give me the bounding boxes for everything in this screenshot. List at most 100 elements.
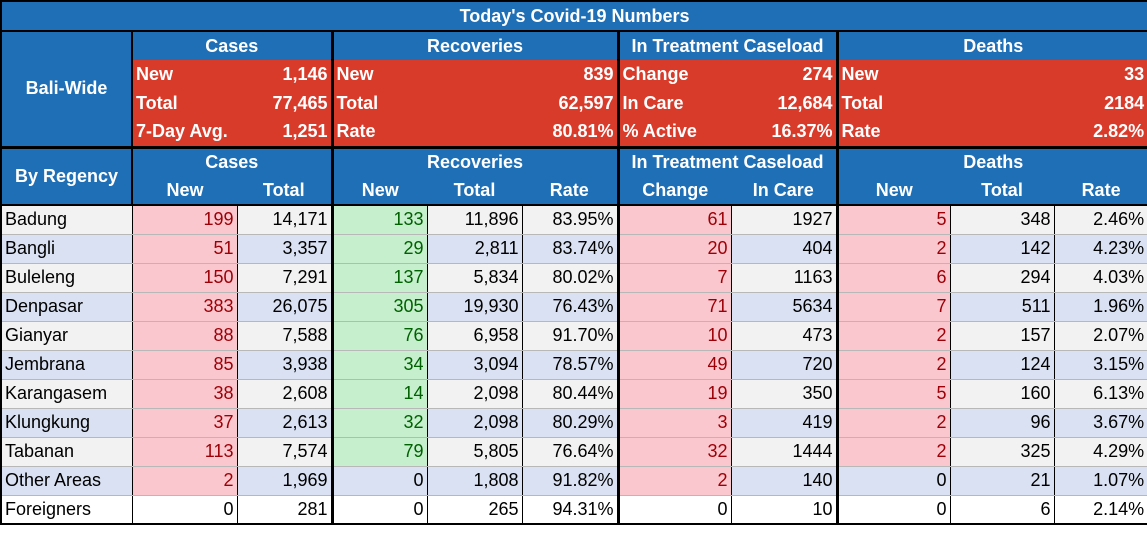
cell-value: 91.82% xyxy=(522,466,620,496)
covid-table: Today's Covid-19 Numbers Bali-Wide Cases… xyxy=(0,0,1147,525)
table-title: Today's Covid-19 Numbers xyxy=(0,0,1147,32)
cell-value: 383 xyxy=(132,292,238,322)
cell-value: 38 xyxy=(132,379,238,409)
cell-value: 80.29% xyxy=(522,408,620,438)
cell-value: 419 xyxy=(731,408,839,438)
cell-value: 511 xyxy=(950,292,1055,322)
column-header: Total xyxy=(237,176,334,206)
cell-value: 1,969 xyxy=(237,466,334,496)
cell-value: 2 xyxy=(837,321,951,351)
cell-value: 4.23% xyxy=(1054,234,1147,264)
cell-value: 61 xyxy=(618,205,732,235)
cell-value: 0 xyxy=(837,495,951,525)
cell-value: 7 xyxy=(618,263,732,293)
cell-value: 83.74% xyxy=(522,234,620,264)
cell-value: 76.64% xyxy=(522,437,620,467)
regency-name: Foreigners xyxy=(0,495,133,525)
cell-value: 79 xyxy=(332,437,428,467)
bali-cell: Total xyxy=(132,89,237,118)
cell-value: 20 xyxy=(618,234,732,264)
cell-value: 113 xyxy=(132,437,238,467)
cell-value: 0 xyxy=(332,466,428,496)
cell-value: 1927 xyxy=(731,205,839,235)
cell-value: 71 xyxy=(618,292,732,322)
cell-value: 157 xyxy=(950,321,1055,351)
bali-cell: 1,146 xyxy=(237,60,334,89)
column-header: Total xyxy=(427,176,522,206)
bali-cell: 16.37% xyxy=(731,118,839,147)
bali-summary-row: New 1,146 New 839 Change 274 New 33 xyxy=(1,60,1147,89)
cell-value: 5634 xyxy=(731,292,839,322)
table-row: Other Areas 2 1,969 0 1,808 91.82% 2 140 0 21 1.07… xyxy=(0,466,1147,496)
regency-group-header: Cases xyxy=(132,145,332,176)
cell-value: 5 xyxy=(837,205,951,235)
table-row: Buleleng 150 7,291 137 5,834 80.02% 7 1163 6 294 4… xyxy=(0,263,1147,293)
cell-value: 19,930 xyxy=(427,292,523,322)
group-cases: Cases xyxy=(132,31,332,60)
bali-cell: 12,684 xyxy=(731,89,839,118)
bali-cell: 33 xyxy=(1054,60,1147,89)
regency-name: Jembrana xyxy=(0,350,133,380)
cell-value: 124 xyxy=(950,350,1055,380)
cell-value: 5 xyxy=(837,379,951,409)
by-regency-label: By Regency xyxy=(0,145,133,206)
cell-value: 2,608 xyxy=(237,379,334,409)
cell-value: 404 xyxy=(731,234,839,264)
cell-value: 2 xyxy=(837,408,951,438)
cell-value: 2.07% xyxy=(1054,321,1147,351)
cell-value: 3.67% xyxy=(1054,408,1147,438)
cell-value: 49 xyxy=(618,350,732,380)
bali-cell: In Care xyxy=(618,89,731,118)
cell-value: 140 xyxy=(731,466,839,496)
group-treatment: In Treatment Caseload xyxy=(616,31,837,60)
bali-wide-label: Bali-Wide xyxy=(0,31,133,147)
cell-value: 32 xyxy=(332,408,428,438)
cell-value: 1444 xyxy=(731,437,839,467)
bali-cell: 62,597 xyxy=(522,89,620,118)
regency-name: Buleleng xyxy=(0,263,133,293)
cell-value: 3,938 xyxy=(237,350,334,380)
cell-value: 350 xyxy=(731,379,839,409)
cell-value: 14,171 xyxy=(237,205,334,235)
cell-value: 7,588 xyxy=(237,321,334,351)
cell-value: 0 xyxy=(837,466,951,496)
cell-value: 26,075 xyxy=(237,292,334,322)
regency-name: Denpasar xyxy=(0,292,133,322)
regency-name: Gianyar xyxy=(0,321,133,351)
cell-value: 2,811 xyxy=(427,234,523,264)
regency-group-header: In Treatment Caseload xyxy=(616,145,837,176)
cell-value: 3.15% xyxy=(1054,350,1147,380)
cell-value: 1,808 xyxy=(427,466,523,496)
bali-cell: Total xyxy=(837,89,1054,118)
cell-value: 1.07% xyxy=(1054,466,1147,496)
cell-value: 150 xyxy=(132,263,238,293)
regency-name: Badung xyxy=(0,205,133,235)
bali-cell: Change xyxy=(618,60,731,89)
cell-value: 137 xyxy=(332,263,428,293)
cell-value: 6 xyxy=(950,495,1055,525)
table-row: Badung 199 14,171 133 11,896 83.95% 61 1927 5 348… xyxy=(0,205,1147,235)
cell-value: 11,896 xyxy=(427,205,523,235)
cell-value: 5,834 xyxy=(427,263,523,293)
table-row: Denpasar 383 26,075 305 19,930 76.43% 71 5634 7 5… xyxy=(0,292,1147,322)
bali-cell: Rate xyxy=(837,118,1054,147)
cell-value: 85 xyxy=(132,350,238,380)
regency-name: Klungkung xyxy=(0,408,133,438)
cell-value: 14 xyxy=(332,379,428,409)
cell-value: 720 xyxy=(731,350,839,380)
regency-name: Other Areas xyxy=(0,466,133,496)
table-row: Klungkung 37 2,613 32 2,098 80.29% 3 419 2 96 3.67… xyxy=(0,408,1147,438)
cell-value: 80.44% xyxy=(522,379,620,409)
cell-value: 7,291 xyxy=(237,263,334,293)
cell-value: 2 xyxy=(618,466,732,496)
cell-value: 83.95% xyxy=(522,205,620,235)
cell-value: 88 xyxy=(132,321,238,351)
cell-value: 78.57% xyxy=(522,350,620,380)
regency-group-header: Deaths xyxy=(835,145,1147,176)
bali-cell: Total xyxy=(332,89,522,118)
cell-value: 2,098 xyxy=(427,408,523,438)
cell-value: 3,357 xyxy=(237,234,334,264)
bali-cell: New xyxy=(332,60,522,89)
regency-name: Karangasem xyxy=(0,379,133,409)
bali-cell: 274 xyxy=(731,60,839,89)
